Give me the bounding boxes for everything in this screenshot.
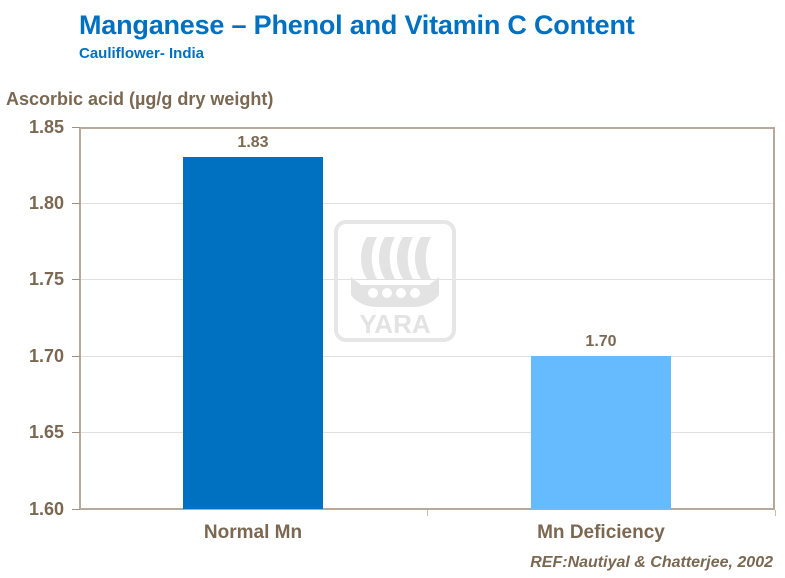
gridline	[79, 203, 775, 204]
y-tick-label: 1.75	[28, 269, 64, 289]
bar-value-label: 1.83	[237, 134, 269, 151]
yara-logo-watermark-icon: YARA	[334, 220, 456, 342]
y-tick-label: 1.80	[28, 193, 64, 213]
reference-citation: REF:Nautiyal & Chatterjee, 2002	[530, 554, 773, 571]
y-tick-label: 1.70	[28, 346, 64, 366]
gridline	[79, 279, 775, 280]
yara-logo-text: YARA	[359, 309, 431, 339]
y-tick-mark	[72, 509, 80, 510]
gridline	[79, 356, 775, 357]
x-tick-mark	[775, 510, 776, 516]
bar-mn-deficiency	[531, 356, 671, 509]
x-category-label: Mn Deficiency	[537, 522, 665, 543]
y-tick-mark	[72, 356, 80, 357]
bar-value-label: 1.70	[585, 333, 617, 350]
y-tick-label: 1.85	[28, 117, 64, 137]
plot-area	[79, 127, 775, 510]
y-tick-label: 1.65	[28, 422, 64, 442]
gridline	[79, 432, 775, 433]
y-tick-mark	[72, 127, 80, 128]
chart-title: Manganese – Phenol and Vitamin C Content	[79, 10, 635, 40]
bar-normal-mn	[183, 157, 323, 509]
y-tick-mark	[72, 279, 80, 280]
y-axis-label: Ascorbic acid (µg/g dry weight)	[6, 89, 274, 109]
y-tick-mark	[72, 203, 80, 204]
x-category-label: Normal Mn	[203, 522, 303, 543]
x-tick-mark	[427, 510, 428, 516]
y-tick-mark	[72, 432, 80, 433]
y-tick-label: 1.60	[28, 499, 64, 519]
chart-subtitle: Cauliflower- India	[79, 45, 205, 62]
